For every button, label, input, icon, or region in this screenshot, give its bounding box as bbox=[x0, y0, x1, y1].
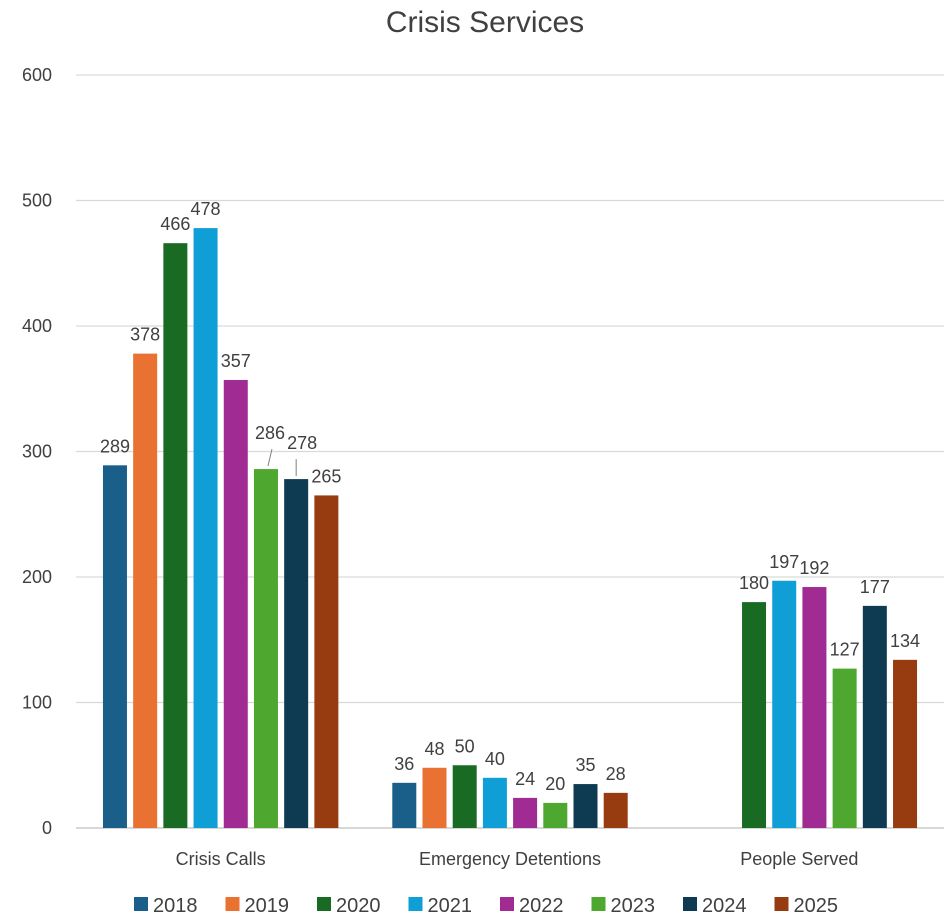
bar bbox=[102, 465, 127, 828]
y-tick-label: 0 bbox=[42, 818, 52, 838]
bar bbox=[832, 668, 857, 828]
data-label: 357 bbox=[221, 351, 251, 371]
gridlines bbox=[76, 74, 944, 829]
y-axis-ticks: 0 100 200 300 400 500 600 bbox=[22, 65, 52, 838]
bar bbox=[392, 782, 417, 828]
legend-swatch bbox=[134, 897, 148, 911]
bar bbox=[133, 353, 158, 828]
bar bbox=[573, 784, 598, 828]
data-label: 177 bbox=[860, 577, 890, 597]
bar bbox=[284, 479, 309, 828]
data-label: 478 bbox=[191, 199, 221, 219]
legend-swatch bbox=[500, 897, 514, 911]
legend-swatch bbox=[225, 897, 240, 911]
data-label: 28 bbox=[606, 764, 626, 784]
bar bbox=[223, 379, 248, 828]
legend-label: 2025 bbox=[794, 895, 839, 917]
y-tick-label: 200 bbox=[22, 567, 52, 587]
data-label: 24 bbox=[515, 769, 535, 789]
legend-label: 2023 bbox=[611, 895, 656, 917]
y-tick-label: 100 bbox=[22, 693, 52, 713]
data-label: 50 bbox=[455, 736, 475, 756]
data-label: 265 bbox=[311, 466, 341, 486]
data-label: 134 bbox=[890, 631, 920, 651]
x-category-label: Emergency Detentions bbox=[419, 849, 601, 869]
bar bbox=[742, 602, 767, 828]
data-label: 20 bbox=[545, 774, 565, 794]
bar bbox=[802, 587, 827, 828]
bar bbox=[603, 792, 628, 828]
y-tick-label: 600 bbox=[22, 65, 52, 85]
data-label: 40 bbox=[485, 749, 505, 769]
legend-label: 2021 bbox=[428, 895, 473, 917]
legend-label: 2020 bbox=[336, 895, 381, 917]
legend-swatch bbox=[683, 897, 697, 911]
data-label: 192 bbox=[799, 558, 829, 578]
legend-label: 2018 bbox=[153, 895, 198, 917]
legend-label: 2024 bbox=[702, 895, 747, 917]
leader-line bbox=[267, 448, 273, 467]
y-tick-label: 300 bbox=[22, 442, 52, 462]
bar bbox=[193, 228, 218, 829]
x-axis-categories: Crisis Calls Emergency Detentions People S… bbox=[176, 849, 859, 869]
bar bbox=[482, 777, 507, 828]
legend-label: 2022 bbox=[519, 895, 564, 917]
data-label: 180 bbox=[739, 573, 769, 593]
bars bbox=[102, 228, 918, 829]
data-label: 378 bbox=[130, 325, 160, 345]
data-label: 36 bbox=[394, 754, 414, 774]
y-tick-label: 500 bbox=[22, 191, 52, 211]
data-label: 127 bbox=[830, 640, 860, 660]
data-label: 197 bbox=[769, 552, 799, 572]
bar bbox=[772, 580, 797, 828]
data-label: 289 bbox=[100, 436, 130, 456]
legend-swatch bbox=[408, 897, 423, 911]
legend-swatch bbox=[774, 897, 789, 911]
x-category-label: Crisis Calls bbox=[176, 849, 266, 869]
legend-swatch bbox=[591, 897, 606, 911]
bar bbox=[163, 243, 188, 829]
y-tick-label: 400 bbox=[22, 316, 52, 336]
data-label: 466 bbox=[160, 214, 190, 234]
bar bbox=[253, 469, 278, 828]
chart-title: Crisis Services bbox=[386, 6, 584, 39]
legend-swatch bbox=[317, 897, 331, 911]
data-label: 286 bbox=[255, 423, 285, 443]
bar bbox=[513, 797, 538, 828]
bar bbox=[314, 495, 339, 828]
bar bbox=[422, 767, 447, 828]
legend: 2018 2019 2020 2021 2022 2023 2024 2025 bbox=[134, 895, 838, 917]
data-label: 35 bbox=[575, 755, 595, 775]
bar bbox=[862, 605, 887, 828]
x-category-label: People Served bbox=[740, 849, 858, 869]
bar bbox=[893, 659, 918, 828]
bar bbox=[543, 802, 568, 828]
data-label: 278 bbox=[287, 433, 317, 453]
legend-label: 2019 bbox=[245, 895, 290, 917]
data-label: 48 bbox=[424, 739, 444, 759]
bar bbox=[452, 765, 477, 828]
